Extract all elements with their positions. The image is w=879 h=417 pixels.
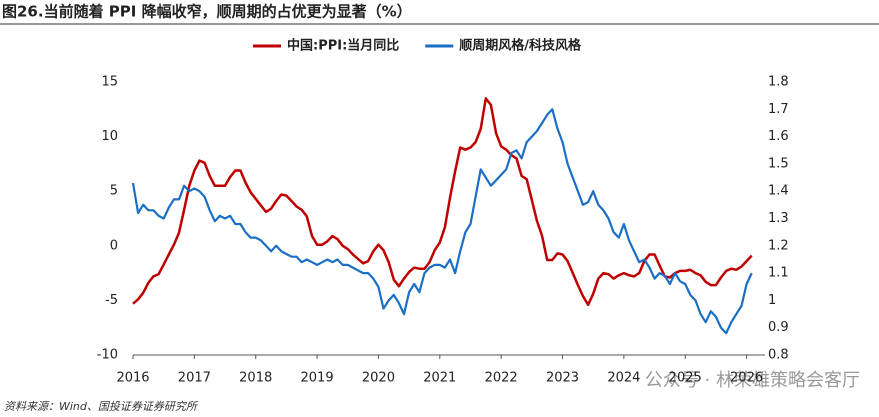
y2-tick-label: 1.1 [768,266,789,281]
x-tick-label: 2019 [301,371,334,386]
x-tick-label: 2026 [730,371,763,386]
y-tick-label: -10 [97,348,118,363]
legend-label: 中国:PPI:当月同比 [287,38,399,54]
y-tick-label: 5 [110,184,118,199]
x-tick-label: 2016 [116,371,149,386]
watermark: 公众号 · 林荣雄策略会客厅 [645,370,860,391]
y2-tick-label: 1.7 [768,102,789,117]
x-tick-label: 2021 [423,371,456,386]
y2-tick-label: 0.8 [768,348,789,363]
legend-label: 顺周期风格/科技风格 [459,38,582,54]
x-tick-label: 2023 [546,371,579,386]
y2-tick-label: 1.5 [768,156,789,171]
y-tick-label: 0 [110,238,118,253]
y2-tick-label: 1.8 [768,75,789,90]
y2-tick-label: 1 [768,293,776,308]
y2-tick-label: 1.4 [768,184,789,199]
x-tick-label: 2018 [239,371,272,386]
series-line [132,97,753,307]
x-tick-label: 2022 [485,371,518,386]
x-tick-label: 2017 [178,371,211,386]
chart-title: 图26.当前随着 PPI 降幅收窄，顺周期的占优更为显著（%） [2,3,412,21]
x-tick-label: 2025 [669,371,702,386]
y-tick-label: 10 [101,129,118,144]
y2-tick-label: 0.9 [768,320,789,335]
x-tick-label: 2024 [607,371,640,386]
source: 资料来源：Wind、国投证券证券研究所 [4,400,199,413]
y2-tick-label: 1.2 [768,238,789,253]
y-tick-label: -5 [105,293,118,308]
y-tick-label: 15 [101,75,118,90]
series-line [131,108,753,335]
y2-tick-label: 1.6 [768,129,789,144]
x-tick-label: 2020 [362,371,395,386]
y2-tick-label: 1.3 [768,211,789,226]
